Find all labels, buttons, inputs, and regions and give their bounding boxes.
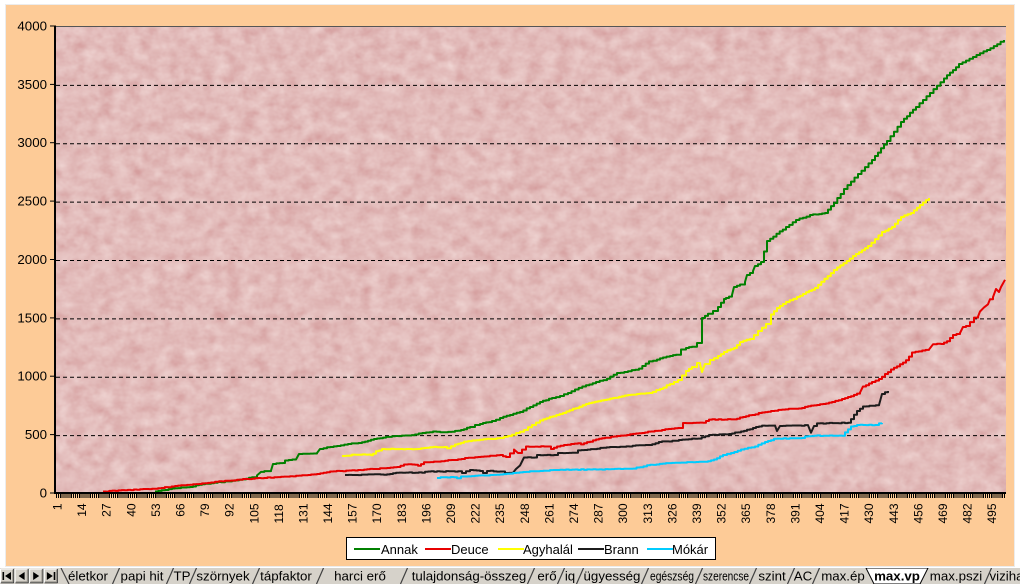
svg-text:iq: iq <box>565 569 575 584</box>
svg-text:életkor: életkor <box>68 569 108 584</box>
svg-text:4000: 4000 <box>17 19 47 34</box>
svg-text:szörnyek: szörnyek <box>196 569 250 584</box>
svg-text:274: 274 <box>567 503 581 523</box>
svg-text:391: 391 <box>788 503 802 523</box>
svg-text:harci erő: harci erő <box>334 569 386 584</box>
svg-text:27: 27 <box>100 503 114 517</box>
svg-text:tápfaktor: tápfaktor <box>260 569 312 584</box>
svg-text:365: 365 <box>739 503 753 523</box>
svg-text:105: 105 <box>247 503 261 523</box>
svg-text:66: 66 <box>174 503 188 517</box>
svg-text:222: 222 <box>469 503 483 523</box>
svg-text:92: 92 <box>223 503 237 517</box>
svg-text:79: 79 <box>198 503 212 517</box>
svg-text:1000: 1000 <box>17 369 47 384</box>
svg-text:209: 209 <box>444 503 458 523</box>
svg-text:144: 144 <box>321 503 335 523</box>
svg-text:2000: 2000 <box>17 252 47 267</box>
svg-text:196: 196 <box>419 503 433 523</box>
svg-text:443: 443 <box>887 503 901 523</box>
svg-text:170: 170 <box>370 503 384 523</box>
svg-text:500: 500 <box>25 427 47 442</box>
svg-text:1: 1 <box>51 503 65 510</box>
svg-text:14: 14 <box>75 503 89 517</box>
svg-text:261: 261 <box>542 503 556 523</box>
svg-text:313: 313 <box>641 503 655 523</box>
svg-text:TP: TP <box>174 569 191 584</box>
svg-text:ügyesség: ügyesség <box>584 569 641 584</box>
svg-text:495: 495 <box>985 503 999 523</box>
svg-text:tulajdonság-összeg: tulajdonság-összeg <box>412 569 527 584</box>
svg-text:max.vp: max.vp <box>874 569 920 584</box>
svg-text:szint: szint <box>758 569 786 584</box>
svg-text:40: 40 <box>124 503 138 517</box>
svg-text:469: 469 <box>936 503 950 523</box>
svg-text:248: 248 <box>518 503 532 523</box>
svg-text:max.pszi: max.pszi <box>930 569 983 584</box>
svg-text:339: 339 <box>690 503 704 523</box>
svg-text:1500: 1500 <box>17 310 47 325</box>
svg-text:352: 352 <box>715 503 729 523</box>
svg-text:szerencse: szerencse <box>703 569 749 584</box>
svg-text:53: 53 <box>149 503 163 517</box>
svg-text:430: 430 <box>862 503 876 523</box>
svg-text:456: 456 <box>911 503 925 523</box>
svg-text:326: 326 <box>665 503 679 523</box>
svg-text:235: 235 <box>493 503 507 523</box>
svg-text:papi hit: papi hit <box>121 569 164 584</box>
svg-text:482: 482 <box>961 503 975 523</box>
svg-text:183: 183 <box>395 503 409 523</box>
svg-text:egészség: egészség <box>650 569 694 584</box>
svg-text:erő: erő <box>537 569 556 584</box>
svg-text:300: 300 <box>616 503 630 523</box>
svg-text:404: 404 <box>813 503 827 523</box>
svg-text:417: 417 <box>838 503 852 523</box>
svg-text:378: 378 <box>764 503 778 523</box>
svg-text:131: 131 <box>297 503 311 523</box>
svg-text:AC: AC <box>794 569 813 584</box>
svg-text:vizihal: vizihal <box>990 569 1020 584</box>
svg-text:0: 0 <box>40 486 47 501</box>
svg-text:3000: 3000 <box>17 135 47 150</box>
svg-text:3500: 3500 <box>17 77 47 92</box>
svg-text:max.ép: max.ép <box>821 569 865 584</box>
svg-text:287: 287 <box>592 503 606 523</box>
svg-text:2500: 2500 <box>17 194 47 209</box>
svg-text:157: 157 <box>346 503 360 523</box>
svg-text:118: 118 <box>272 504 286 523</box>
